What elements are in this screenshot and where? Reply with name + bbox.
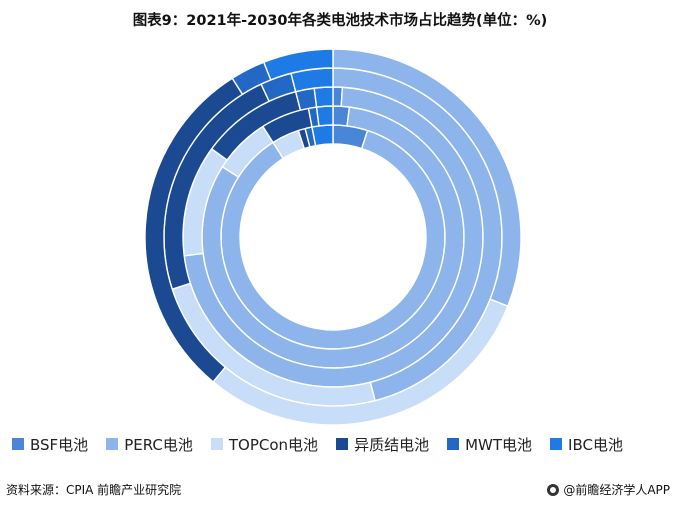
ring-3-segment-6 <box>313 86 334 108</box>
legend-label-6: IBC电池 <box>568 435 623 454</box>
brand-logo-icon <box>547 483 560 496</box>
legend-label-3: TOPCon电池 <box>228 435 319 454</box>
legend-label-2: PERC电池 <box>124 435 193 454</box>
legend-item-5: MWT电池 <box>447 434 532 455</box>
ring-2-segment-6 <box>315 105 334 127</box>
legend-swatch-2 <box>106 438 119 450</box>
legend-item-3: TOPCon电池 <box>210 434 319 455</box>
ring-5-segment-6 <box>262 48 334 81</box>
legend-swatch-3 <box>210 438 223 450</box>
legend-swatch-4 <box>336 438 349 450</box>
brand-credit: @前瞻经济学人APP <box>547 481 670 498</box>
ring-1-segment-6 <box>311 124 334 147</box>
legend-item-4: 异质结电池 <box>336 434 429 455</box>
brand-text: @前瞻经济学人APP <box>563 483 670 497</box>
legend-swatch-5 <box>447 438 460 450</box>
chart-title: 图表9：2021年-2030年各类电池技术市场占比趋势(单位：%) <box>132 13 548 29</box>
legend-swatch-6 <box>550 438 563 450</box>
source-note: 资料来源：CPIA 前瞻产业研究院 <box>6 483 182 497</box>
legend-item-2: PERC电池 <box>106 434 193 455</box>
legend-swatch-1 <box>12 438 24 450</box>
chart-legend: BSF电池 PERC电池 TOPCon电池 异质结电池 MWT电池 IBC电池 <box>12 433 641 455</box>
legend-label-5: MWT电池 <box>465 435 533 454</box>
legend-item-6: IBC电池 <box>550 434 623 455</box>
legend-label-4: 异质结电池 <box>354 435 430 454</box>
legend-label-1: BSF电池 <box>30 435 89 454</box>
legend-item-1: BSF电池 <box>12 434 88 455</box>
donut-chart <box>144 48 522 426</box>
